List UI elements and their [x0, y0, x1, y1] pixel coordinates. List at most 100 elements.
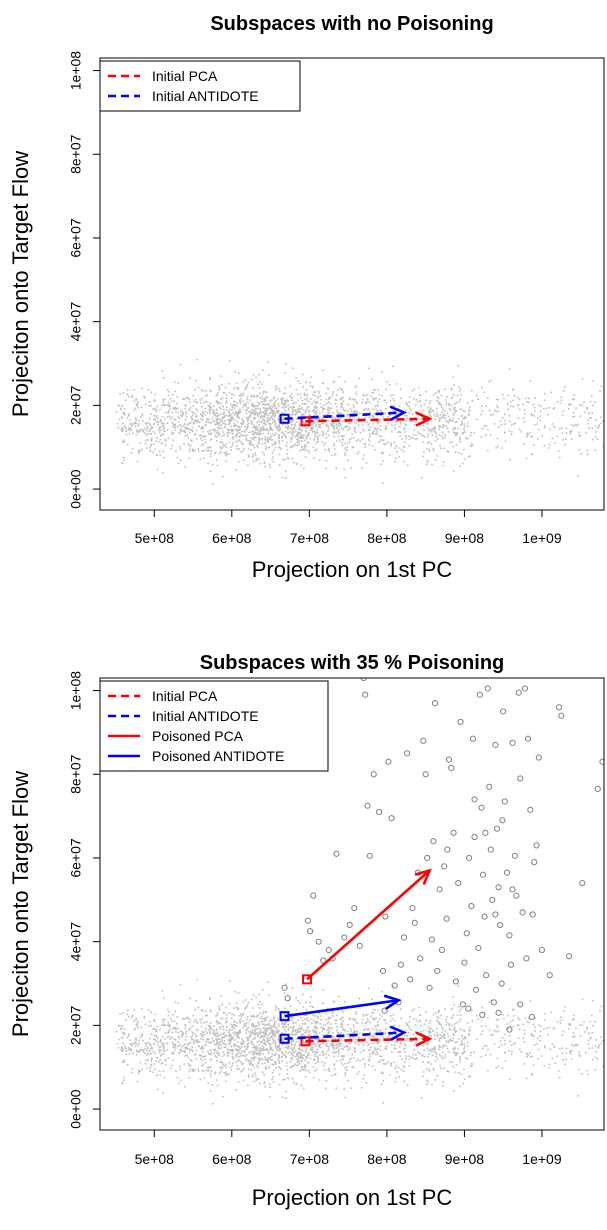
normal-point [222, 405, 225, 408]
normal-point [487, 428, 489, 431]
normal-point [294, 424, 296, 427]
normal-point [247, 1021, 249, 1024]
normal-point [332, 416, 335, 418]
normal-point [374, 427, 376, 429]
normal-point [574, 424, 577, 426]
normal-point [536, 423, 538, 425]
normal-point [222, 475, 224, 478]
normal-point [185, 410, 188, 413]
normal-point [355, 1039, 357, 1041]
normal-point [226, 1052, 229, 1055]
normal-point [579, 1055, 581, 1057]
normal-point [201, 416, 204, 418]
normal-point [476, 1014, 478, 1017]
normal-point [237, 1060, 239, 1062]
normal-point [173, 1044, 175, 1047]
normal-point [252, 374, 255, 376]
normal-point [123, 1061, 125, 1063]
normal-point [212, 1102, 214, 1105]
normal-point [341, 403, 344, 406]
normal-point [274, 420, 276, 423]
normal-point [189, 406, 192, 409]
normal-point [332, 1001, 335, 1004]
normal-point [437, 1011, 440, 1014]
normal-point [404, 431, 406, 433]
normal-point [253, 1015, 256, 1018]
normal-point [531, 1055, 534, 1058]
normal-point [327, 387, 329, 390]
normal-point [509, 401, 512, 403]
normal-point [277, 1059, 280, 1061]
normal-point [332, 1032, 334, 1034]
normal-point [273, 396, 275, 399]
normal-point [381, 451, 383, 453]
normal-point [281, 476, 284, 479]
normal-point [594, 425, 597, 427]
normal-point [568, 408, 570, 410]
normal-point [487, 449, 489, 452]
normal-point [123, 412, 125, 414]
normal-point [202, 1050, 204, 1053]
normal-point [212, 428, 215, 431]
normal-point [183, 1018, 185, 1020]
normal-point [444, 414, 446, 416]
normal-point [258, 442, 260, 445]
normal-point [307, 1042, 309, 1045]
normal-point [247, 464, 249, 466]
normal-point [410, 409, 412, 411]
normal-point [355, 1060, 358, 1062]
normal-point [570, 1023, 572, 1025]
normal-point [210, 431, 213, 434]
normal-point [291, 419, 293, 422]
normal-point [248, 442, 251, 444]
normal-point [279, 447, 281, 449]
y-tick-label: 0e+00 [68, 1089, 84, 1129]
normal-point [164, 1031, 167, 1034]
normal-point [176, 1022, 178, 1025]
normal-point [223, 1046, 226, 1049]
normal-point [262, 412, 265, 414]
normal-point [172, 407, 174, 410]
normal-point [264, 442, 266, 444]
normal-point [322, 1064, 325, 1067]
normal-point [299, 1052, 302, 1054]
normal-point [490, 999, 492, 1002]
normal-point [251, 456, 254, 458]
normal-point [581, 378, 584, 381]
normal-point [149, 417, 151, 420]
normal-point [274, 1042, 277, 1044]
normal-point [365, 1041, 368, 1044]
normal-point [146, 433, 149, 435]
normal-point [539, 415, 542, 417]
normal-point [463, 416, 466, 418]
normal-point [322, 422, 324, 425]
normal-point [539, 419, 541, 422]
normal-point [520, 430, 523, 433]
normal-point [344, 476, 347, 479]
normal-point [313, 430, 316, 433]
normal-point [150, 444, 153, 447]
normal-point [290, 414, 293, 416]
normal-point [252, 1038, 255, 1040]
normal-point [305, 421, 307, 424]
normal-point [295, 1041, 298, 1043]
normal-point [147, 422, 150, 424]
normal-point [298, 1043, 301, 1046]
normal-point [286, 1047, 289, 1049]
normal-point [149, 446, 151, 449]
normal-point [207, 1024, 210, 1027]
normal-point [319, 1046, 322, 1049]
normal-point [187, 436, 189, 439]
normal-point [532, 403, 535, 406]
normal-point [294, 435, 297, 438]
normal-point [549, 428, 552, 431]
normal-point [179, 983, 182, 986]
normal-point [362, 438, 364, 440]
normal-point [235, 382, 238, 384]
normal-point [209, 1073, 212, 1075]
normal-point [217, 1034, 219, 1037]
normal-point [421, 1055, 424, 1057]
normal-point [315, 1033, 317, 1036]
normal-point [423, 403, 426, 406]
arrow-origin-marker [279, 413, 290, 424]
